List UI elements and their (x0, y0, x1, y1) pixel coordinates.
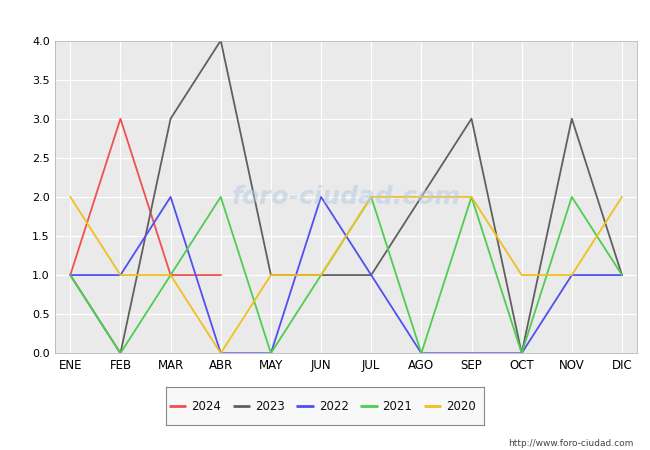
Text: 2020: 2020 (446, 400, 476, 413)
Text: 2021: 2021 (382, 400, 412, 413)
Text: 2023: 2023 (255, 400, 285, 413)
Text: foro-ciudad.com: foro-ciudad.com (231, 185, 461, 209)
Text: 2024: 2024 (191, 400, 221, 413)
Text: Matriculaciones de Vehiculos en Senija: Matriculaciones de Vehiculos en Senija (164, 9, 486, 27)
Text: 2022: 2022 (318, 400, 348, 413)
Text: http://www.foro-ciudad.com: http://www.foro-ciudad.com (508, 439, 634, 448)
